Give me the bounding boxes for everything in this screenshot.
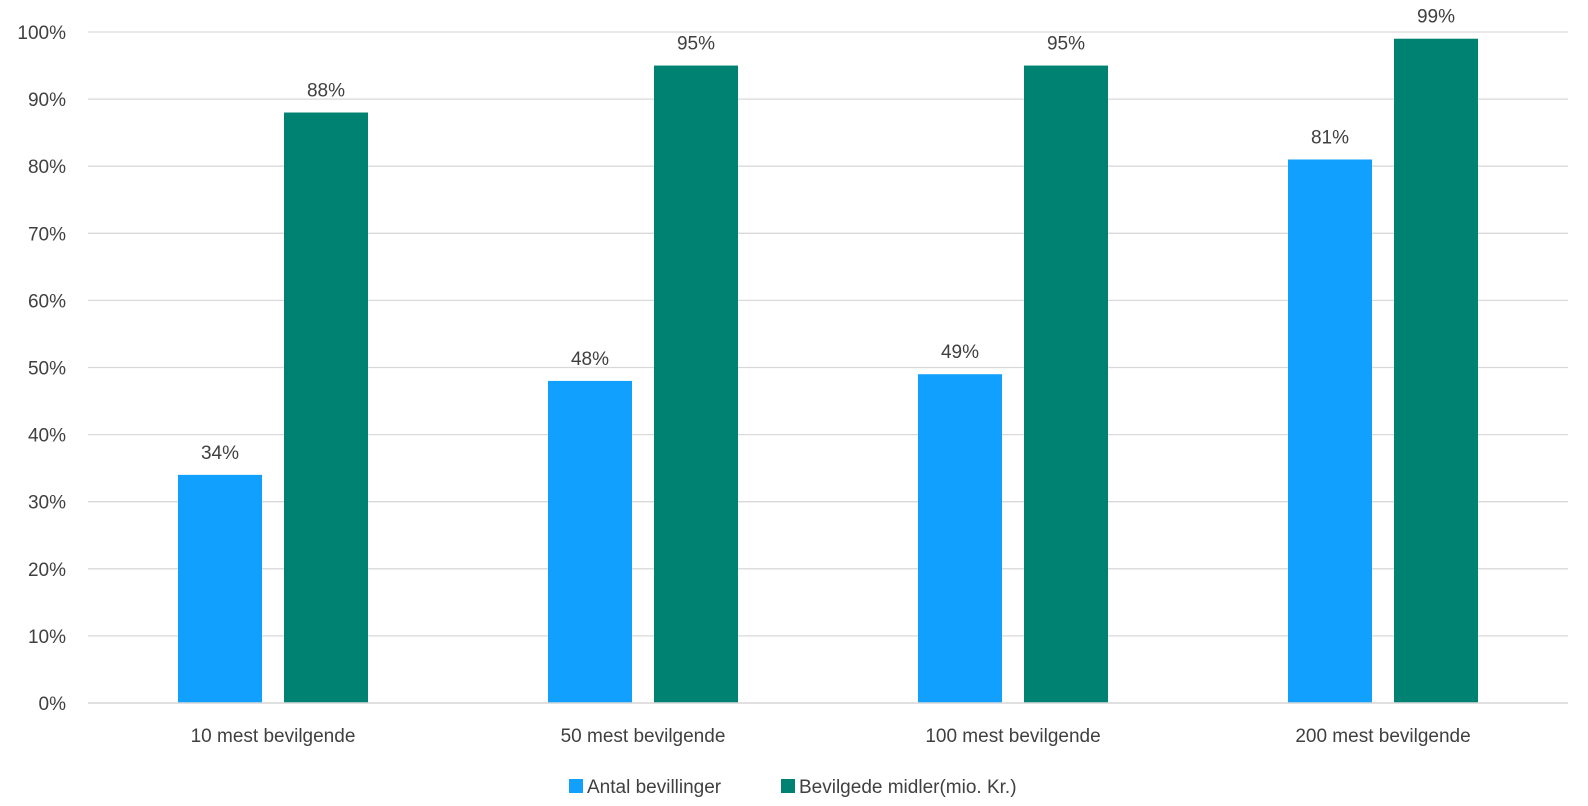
legend-swatch	[569, 779, 583, 793]
y-tick-label: 10%	[28, 627, 66, 648]
x-category-label: 50 mest bevilgende	[561, 726, 726, 747]
y-tick-label: 20%	[28, 560, 66, 581]
y-tick-label: 60%	[28, 291, 66, 312]
bar-antal-bevillinger	[178, 474, 262, 703]
bar-antal-bevillinger	[548, 380, 632, 703]
data-label: 99%	[1417, 7, 1455, 28]
y-tick-label: 40%	[28, 426, 66, 447]
x-category-label: 200 mest bevilgende	[1295, 726, 1470, 747]
data-labels: 34% 88% 48% 95% 49% 95% 81% 99%	[201, 7, 1455, 464]
data-label: 48%	[571, 349, 609, 370]
bar-bevilgede-midler	[284, 112, 368, 703]
data-label: 88%	[307, 81, 345, 102]
bar-bevilgede-midler	[1394, 38, 1478, 703]
x-category-label: 10 mest bevilgende	[191, 726, 356, 747]
legend-label: Antal bevillinger	[587, 777, 722, 798]
bar-antal-bevillinger	[918, 374, 1002, 703]
data-label: 95%	[1047, 34, 1085, 55]
bars	[178, 38, 1478, 704]
legend-swatch	[781, 779, 795, 793]
y-tick-label: 90%	[28, 90, 66, 111]
bar-bevilgede-midler	[1024, 65, 1108, 704]
axes: 0% 10% 20% 30% 40% 50% 60% 70% 80% 90% 100% 10 mest…	[17, 23, 1568, 747]
data-label: 49%	[941, 342, 979, 363]
legend: Antal bevillinger Bevilgede midler(mio. K…	[569, 777, 1017, 798]
legend-label: Bevilgede midler(mio. Kr.)	[799, 777, 1017, 798]
bar-bevilgede-midler	[654, 65, 738, 704]
y-tick-label: 80%	[28, 157, 66, 178]
bar-antal-bevillinger	[1288, 159, 1372, 704]
y-tick-label: 50%	[28, 359, 66, 380]
y-tick-label: 0%	[39, 694, 67, 715]
y-tick-label: 100%	[17, 23, 66, 44]
data-label: 95%	[677, 34, 715, 55]
data-label: 81%	[1311, 127, 1349, 148]
y-tick-label: 70%	[28, 224, 66, 245]
y-tick-label: 30%	[28, 493, 66, 514]
data-label: 34%	[201, 443, 239, 464]
x-category-label: 100 mest bevilgende	[925, 726, 1100, 747]
